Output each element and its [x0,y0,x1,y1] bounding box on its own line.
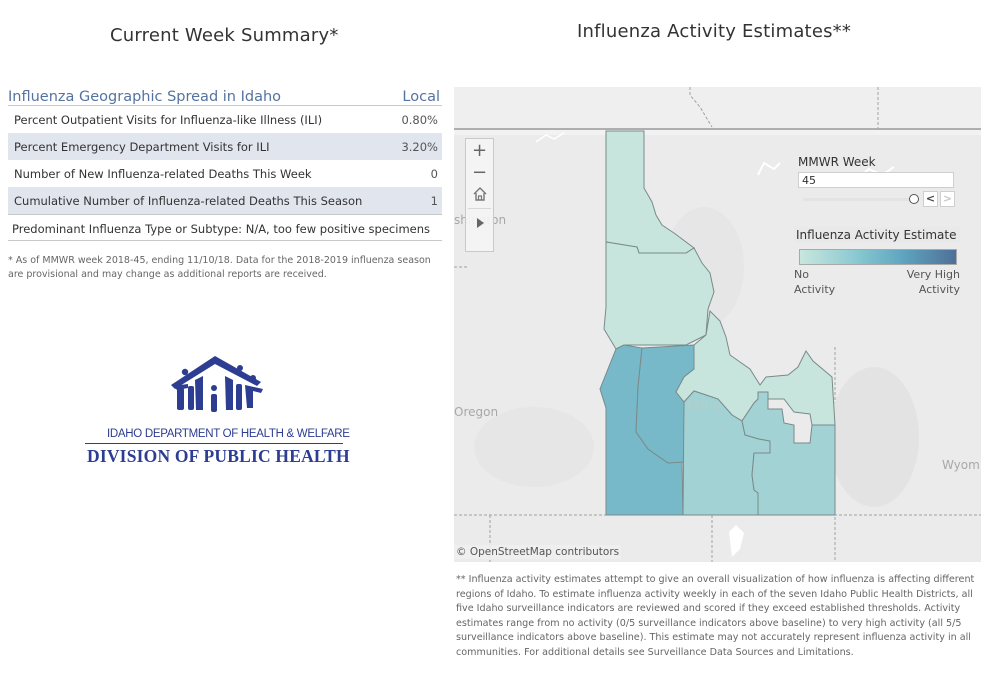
district-2 [603,241,715,350]
row-value: 0.80% [401,112,438,127]
osm-attribution[interactable]: © OpenStreetMap contributors [454,545,622,559]
controls-separator [468,208,491,209]
slider-track[interactable] [803,198,913,201]
table-row[interactable]: Percent Emergency Department Visits for … [8,133,442,160]
idhw-logo: IDAHO DEPARTMENT OF HEALTH & WELFARE DIV… [85,350,350,470]
row-label: Cumulative Number of Influenza-related D… [14,193,363,208]
legend-low-label: No [794,268,809,281]
zoom-in-button[interactable]: + [471,139,488,161]
home-icon [473,187,486,201]
row-value: 3.20% [401,139,438,154]
table-header: Influenza Geographic Spread in Idaho Loc… [8,85,442,106]
oregon-label: Oregon [454,405,499,419]
predominant-type-note: Predominant Influenza Type or Subtype: N… [8,214,442,242]
row-value: 0 [430,166,438,181]
family-house-icon [171,356,263,412]
map-canvas[interactable] [454,87,981,562]
legend-color-gradient [799,249,957,265]
activity-footnote: ** Influenza activity estimates attempt … [456,574,975,658]
map-controls: + − [465,138,494,252]
mmwr-week-filter: MMWR Week 45 < > [798,155,958,208]
table-row[interactable]: Cumulative Number of Influenza-related D… [8,187,442,214]
activity-legend: Influenza Activity Estimate No Activity … [794,227,960,297]
logo-rule [85,443,343,444]
district-6 [741,391,836,516]
row-value: 1 [430,193,438,208]
legend-title: Influenza Activity Estimate [794,227,960,243]
department-name: IDAHO DEPARTMENT OF HEALTH & WELFARE [107,428,350,440]
slider-thumb[interactable] [909,194,919,204]
zoom-out-button[interactable]: − [471,161,488,183]
row-label: Percent Outpatient Visits for Influenza-… [14,112,323,127]
mmwr-week-slider[interactable]: < > [798,190,958,208]
mmwr-week-input[interactable]: 45 [798,172,954,188]
row-label: Percent Emergency Department Visits for … [14,139,270,154]
idaho-activity-map[interactable]: shington Oregon Idaho Wyom + − MMWR Week… [454,87,981,562]
next-week-button[interactable]: > [940,191,955,207]
table-row[interactable]: Number of New Influenza-related Deaths T… [8,160,442,187]
legend-high-label: Very High [906,268,960,281]
table-column-header-local: Local [402,89,440,105]
summary-footnote: * As of MMWR week 2018-45, ending 11/10/… [8,255,431,280]
legend-high-label-2: Activity [918,283,960,296]
current-week-summary-title: Current Week Summary* [110,25,339,46]
idaho-label: Idaho [687,398,721,412]
reset-home-button[interactable] [466,183,493,205]
influenza-activity-title: Influenza Activity Estimates** [577,21,852,42]
wyoming-label: Wyom [942,458,980,472]
division-name: DIVISION OF PUBLIC HEALTH [87,446,350,466]
row-label: Number of New Influenza-related Deaths T… [14,166,312,181]
summary-table: Influenza Geographic Spread in Idaho Loc… [8,85,442,242]
play-icon [476,218,484,228]
previous-week-button[interactable]: < [923,191,938,207]
table-header-title: Influenza Geographic Spread in Idaho [8,89,282,105]
pan-tool-button[interactable] [466,212,493,234]
table-row[interactable]: Percent Outpatient Visits for Influenza-… [8,106,442,133]
legend-low-label-2: Activity [794,283,836,296]
summary-divider [8,240,442,241]
mmwr-week-label: MMWR Week [798,155,876,169]
